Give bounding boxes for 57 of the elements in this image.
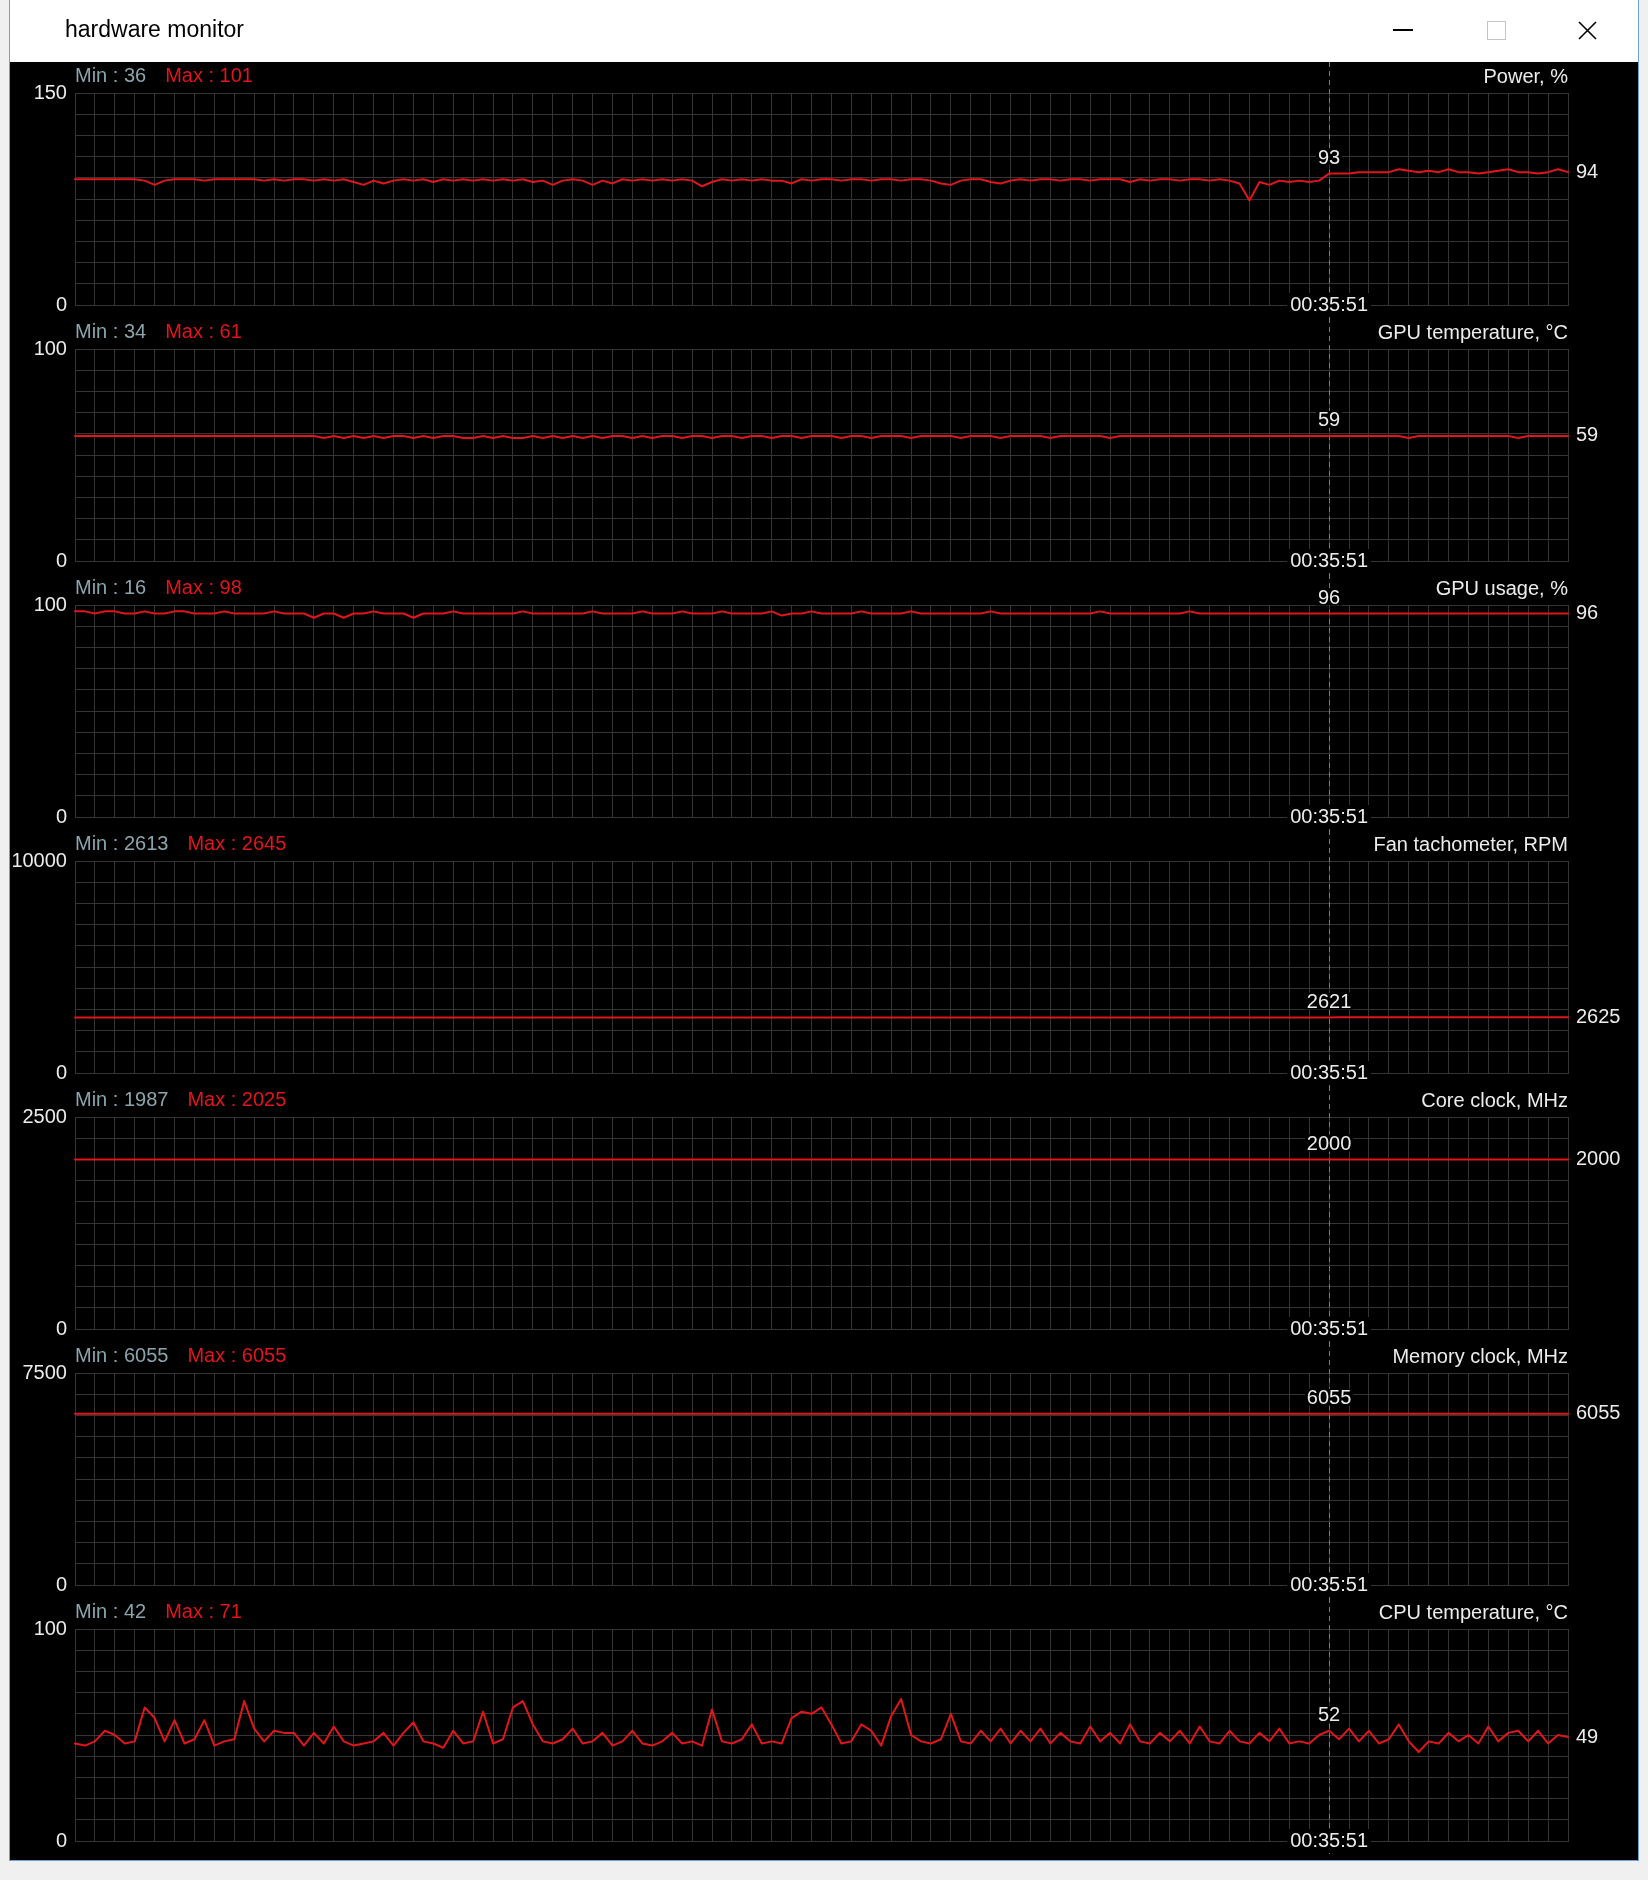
y-tick-label: 100 — [33, 336, 67, 359]
y-tick-label: 0 — [55, 1060, 67, 1083]
y-tick-label: 0 — [55, 1572, 67, 1595]
data-label: 59 — [1317, 408, 1341, 431]
y-tick-label: 100 — [33, 1616, 67, 1639]
text: Min : 34 — [75, 319, 147, 342]
x-tick-label: 00:35:51 — [1290, 548, 1369, 571]
text: Max : 2645 — [187, 831, 287, 854]
data-label: 59 — [1576, 423, 1599, 446]
x-tick-label: 00:35:51 — [1290, 804, 1369, 827]
x-tick-label: 00:35:51 — [1290, 1060, 1369, 1083]
text: Max : 71 — [165, 1599, 242, 1622]
text: Max : 98 — [165, 575, 242, 598]
chart-title: GPU usage, % — [1435, 576, 1569, 599]
text: Max : 2025 — [187, 1087, 287, 1110]
chart-title: Power, % — [1483, 64, 1569, 87]
y-tick-label: 0 — [55, 292, 67, 315]
data-label: 2000 — [1576, 1146, 1621, 1169]
chart-title: Core clock, MHz — [1421, 1088, 1568, 1111]
chart-title: CPU temperature, °C — [1378, 1600, 1568, 1623]
data-label: 96 — [1576, 601, 1599, 623]
y-tick-label: 0 — [55, 1828, 67, 1851]
y-tick-label: 0 — [55, 1316, 67, 1339]
x-tick-label: 00:35:51 — [1290, 1316, 1369, 1339]
y-tick-label: 0 — [55, 548, 67, 571]
text: Min : 6055 — [75, 1343, 169, 1366]
x-tick-label: 00:35:51 — [1290, 292, 1369, 315]
chart-title: Fan tachometer, RPM — [1373, 832, 1568, 855]
chart-title: Memory clock, MHz — [1392, 1344, 1568, 1367]
y-tick-label: 0 — [55, 804, 67, 827]
data-label: 94 — [1576, 159, 1599, 182]
y-tick-label: 2500 — [22, 1104, 67, 1127]
x-tick-label: 00:35:51 — [1290, 1572, 1369, 1595]
text: hardware monitor — [65, 15, 244, 44]
data-label: 52 — [1317, 1703, 1341, 1726]
data-label: 6055 — [1306, 1386, 1352, 1409]
data-label: 49 — [1576, 1724, 1599, 1747]
text: Min : 36 — [75, 63, 147, 86]
data-label: 93 — [1317, 146, 1341, 169]
data-label: 2621 — [1306, 989, 1352, 1012]
x-tick-label: 00:35:51 — [1290, 1828, 1369, 1851]
text: Max : 6055 — [187, 1343, 287, 1366]
y-tick-label: 100 — [33, 592, 67, 615]
text: Max : 61 — [165, 319, 242, 342]
chart-title: GPU temperature, °C — [1377, 320, 1568, 343]
y-tick-label: 150 — [33, 80, 67, 103]
data-label: 2625 — [1576, 1004, 1621, 1027]
text: Min : 1987 — [75, 1087, 169, 1110]
text: Min : 42 — [75, 1599, 147, 1622]
text: Min : 2613 — [75, 831, 169, 854]
data-label: 6055 — [1576, 1401, 1621, 1424]
y-tick-label: 7500 — [22, 1360, 67, 1383]
y-tick-label: 10000 — [11, 848, 67, 871]
data-label: 2000 — [1306, 1131, 1352, 1154]
data-label: 96 — [1317, 586, 1341, 608]
text: Min : 16 — [75, 575, 147, 598]
text: Max : 101 — [165, 63, 253, 86]
